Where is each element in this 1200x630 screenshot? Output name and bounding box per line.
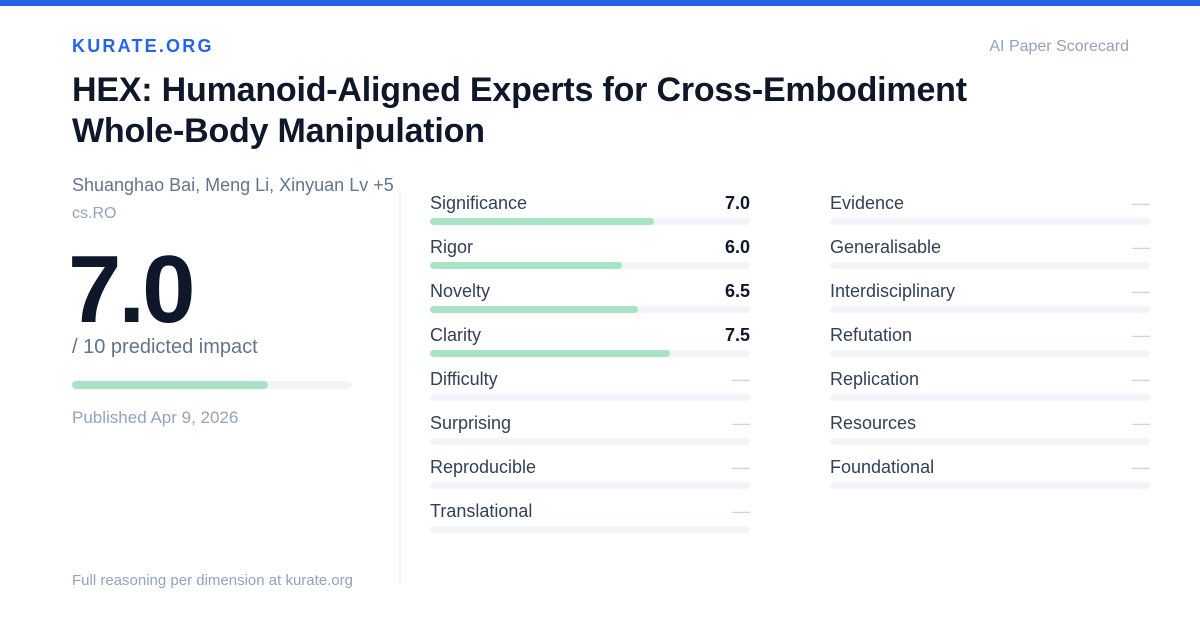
paper-category: cs.RO — [72, 205, 117, 222]
dimension-label: Generalisable — [830, 237, 942, 257]
dimension-bar — [430, 218, 750, 225]
overall-score-label: / 10 predicted impact — [72, 336, 258, 358]
paper-title-line-2: Whole-Body Manipulation — [72, 112, 485, 150]
dimension-value: — — [732, 369, 750, 389]
dimension-bar — [430, 438, 750, 445]
dimension-bar — [430, 482, 750, 489]
paper-title: HEX: Humanoid-Aligned Experts for Cross-… — [72, 70, 1072, 152]
paper-authors: Shuanghao Bai, Meng Li, Xinyuan Lv +5 — [72, 175, 394, 195]
dimension-value: 7.0 — [724, 193, 750, 213]
dimension-bar — [430, 394, 750, 401]
dimension-label: Resources — [830, 413, 917, 433]
dimension-label: Interdisciplinary — [830, 281, 956, 301]
dimension-foundational: Foundational — — [830, 457, 1150, 501]
published-date: Published Apr 9, 2026 — [72, 408, 239, 427]
dimension-replication: Replication — — [830, 369, 1150, 413]
dimension-label: Refutation — [830, 325, 913, 345]
dimension-label: Foundational — [830, 457, 935, 477]
dimension-evidence: Evidence — — [830, 193, 1150, 237]
dimension-value: 7.5 — [724, 325, 750, 345]
overall-score-bar-fill — [72, 381, 268, 389]
dimension-bar-fill — [430, 306, 638, 313]
dimension-label: Evidence — [830, 193, 905, 213]
dimension-value: — — [1132, 325, 1150, 345]
dimension-value: 6.0 — [724, 237, 750, 257]
tagline: AI Paper Scorecard — [989, 38, 1129, 55]
dimension-bar — [430, 262, 750, 269]
dimension-label: Reproducible — [430, 457, 537, 477]
dimension-bar — [430, 306, 750, 313]
dimension-resources: Resources — — [830, 413, 1150, 457]
dimension-difficulty: Difficulty — — [430, 369, 750, 413]
dimension-reproducible: Reproducible — — [430, 457, 750, 501]
dimension-value: — — [1132, 457, 1150, 477]
dimension-label: Significance — [430, 193, 528, 213]
dimension-value: — — [732, 457, 750, 477]
dimension-label: Rigor — [430, 237, 474, 257]
dimension-clarity: Clarity 7.5 — [430, 325, 750, 369]
dimension-value: — — [1132, 413, 1150, 433]
dimension-significance: Significance 7.0 — [430, 193, 750, 237]
dimension-label: Novelty — [430, 281, 491, 301]
dimension-label: Replication — [830, 369, 920, 389]
dimension-value: 6.5 — [724, 281, 750, 301]
column-divider — [399, 192, 401, 582]
dimension-label: Surprising — [430, 413, 512, 433]
dimension-generalisable: Generalisable — — [830, 237, 1150, 281]
footer-note: Full reasoning per dimension at kurate.o… — [72, 572, 353, 589]
dimension-bar-fill — [430, 218, 654, 225]
dimension-novelty: Novelty 6.5 — [430, 281, 750, 325]
dimension-label: Translational — [430, 501, 533, 521]
dimension-label: Clarity — [430, 325, 482, 345]
dimension-bar — [830, 306, 1150, 313]
dimension-value: — — [1132, 369, 1150, 389]
dimension-value: — — [732, 501, 750, 521]
dimension-value: — — [1132, 237, 1150, 257]
dimension-refutation: Refutation — — [830, 325, 1150, 369]
dimension-bar — [430, 526, 750, 533]
dimension-label: Difficulty — [430, 369, 498, 389]
dimension-value: — — [1132, 193, 1150, 213]
dimension-bar — [830, 394, 1150, 401]
top-accent-bar — [0, 0, 1200, 6]
dimension-bar — [830, 350, 1150, 357]
dimension-surprising: Surprising — — [430, 413, 750, 457]
dimension-bar-fill — [430, 350, 670, 357]
dimension-bar — [830, 262, 1150, 269]
dimension-bar — [430, 350, 750, 357]
dimension-list-right: Evidence — Generalisable — Interdisciplinary… — [830, 193, 1150, 501]
dimension-bar — [830, 438, 1150, 445]
dimension-value: — — [1132, 281, 1150, 301]
dimension-bar — [830, 482, 1150, 489]
overall-score-bar — [72, 381, 352, 389]
overall-score: 7.0 — [68, 236, 195, 343]
dimension-translational: Translational — — [430, 501, 750, 545]
paper-title-line-1: HEX: Humanoid-Aligned Experts for Cross-… — [72, 71, 967, 109]
dimension-list-left: Significance 7.0 Rigor 6.0 Novelty 6.5 Clarity… — [430, 193, 750, 545]
dimension-interdisciplinary: Interdisciplinary — — [830, 281, 1150, 325]
brand-logo[interactable]: KURATE.ORG — [72, 36, 214, 56]
dimension-value: — — [732, 413, 750, 433]
dimension-bar-fill — [430, 262, 622, 269]
dimension-bar — [830, 218, 1150, 225]
dimension-rigor: Rigor 6.0 — [430, 237, 750, 281]
